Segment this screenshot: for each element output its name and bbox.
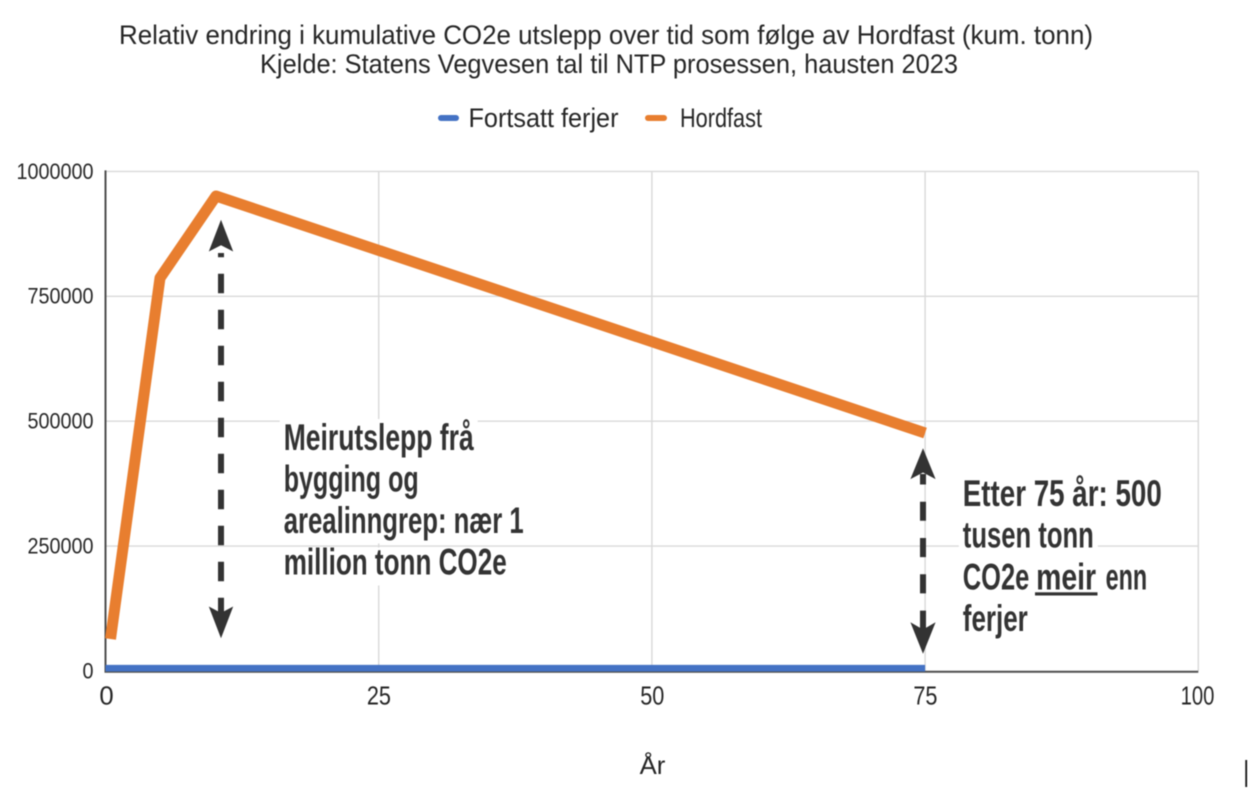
svg-text:75: 75: [913, 683, 937, 711]
svg-text:500000: 500000: [28, 409, 94, 434]
svg-text:25: 25: [367, 683, 391, 711]
svg-text:År: År: [640, 750, 666, 780]
svg-text:100: 100: [1181, 683, 1215, 711]
svg-text:1000000: 1000000: [17, 159, 94, 184]
svg-text:Etter 75 år: 500: Etter 75 år: 500: [963, 473, 1162, 514]
svg-text:Relativ endring i kumulative C: Relativ endring i kumulative CO2e utslep…: [119, 20, 1093, 50]
svg-text:ferjer: ferjer: [963, 598, 1028, 639]
svg-text:enn: enn: [1106, 557, 1148, 598]
svg-text:Meirutslepp frå: Meirutslepp frå: [284, 417, 474, 458]
svg-text:250000: 250000: [28, 534, 94, 559]
svg-text:750000: 750000: [28, 284, 94, 309]
svg-text:Fortsatt ferjer: Fortsatt ferjer: [469, 103, 619, 133]
svg-text:Kjelde: Statens Vegvesen tal t: Kjelde: Statens Vegvesen tal til NTP pro…: [260, 49, 958, 79]
svg-text:0: 0: [99, 683, 113, 711]
svg-text:tusen tonn: tusen tonn: [963, 515, 1094, 556]
svg-text:bygging og: bygging og: [284, 459, 419, 500]
svg-text:CO2e: CO2e: [963, 557, 1030, 598]
svg-text:Hordfast: Hordfast: [680, 103, 763, 133]
svg-text:50: 50: [640, 683, 664, 711]
svg-text:meir: meir: [1036, 557, 1096, 598]
svg-text:arealinngrep: nær 1: arealinngrep: nær 1: [284, 500, 524, 541]
svg-text:0: 0: [83, 658, 94, 683]
svg-text:million tonn CO2e: million tonn CO2e: [284, 542, 507, 583]
